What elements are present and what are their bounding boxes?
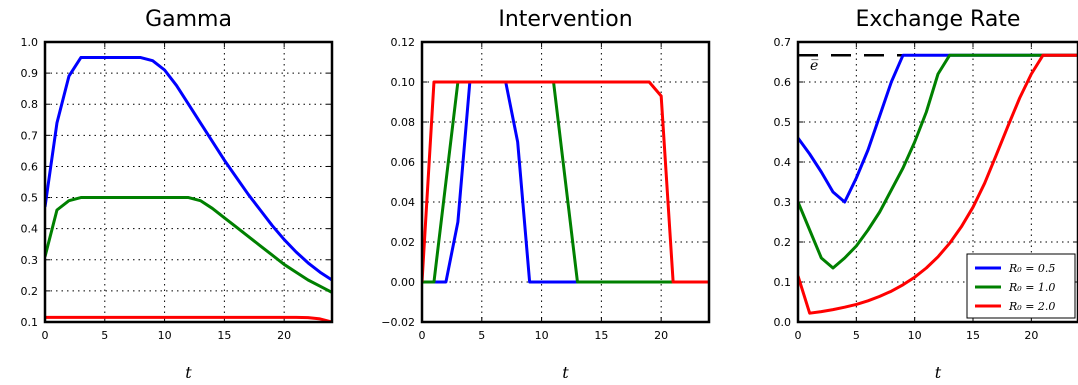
x-tick-label: 5 (478, 329, 485, 342)
series-line-0 (45, 56, 332, 282)
y-tick-label: 0.12 (391, 36, 416, 49)
chart-panel-0: Gamma 0 5 10 15 20 0.1 0.2 0.3 0.4 0.5 0.6 0.7 0.8 0.9… (21, 7, 334, 382)
y-tick-label: 0.1 (774, 276, 792, 289)
x-tick-label: 20 (1024, 329, 1038, 342)
y-tick-label: 0.10 (391, 76, 416, 89)
x-tick-label: 10 (158, 329, 172, 342)
x-tick-label: 5 (853, 329, 860, 342)
plot-frame (420, 40, 711, 324)
reference-line-label: e̅ (810, 58, 818, 74)
series-line-1 (798, 53, 1078, 270)
legend-label: R₀ = 0.5 (1008, 262, 1055, 275)
y-tick-label: 0.3 (21, 254, 39, 267)
legend-label: R₀ = 2.0 (1008, 300, 1055, 313)
x-tick-label: 0 (419, 329, 426, 342)
y-tick-label: 0.7 (774, 36, 792, 49)
chart-title: Intervention (498, 7, 632, 32)
series-line-2 (45, 315, 332, 322)
y-tick-label: 0.2 (774, 236, 792, 249)
x-tick-label: 15 (217, 329, 231, 342)
y-tick-label: 1.0 (21, 36, 39, 49)
y-tick-label: 0.06 (391, 156, 416, 169)
series-line-2 (422, 80, 709, 284)
plot-area (422, 80, 709, 284)
legend: R₀ = 0.5 R₀ = 1.0 R₀ = 2.0 (966, 253, 1076, 319)
y-tick-label: 0.1 (21, 316, 39, 329)
x-axis-label: t (185, 363, 192, 382)
y-tick-label: 0.8 (21, 98, 39, 111)
series-line-0 (798, 53, 1078, 204)
plot-frame (43, 40, 334, 324)
chart-panel-1: Intervention 0 5 10 15 20 −0.02 0.00 0.02 0.04 0.0… (381, 7, 711, 382)
y-tick-label: 0.08 (391, 116, 416, 129)
y-tick-label: 0.3 (774, 196, 792, 209)
x-tick-label: 10 (908, 329, 922, 342)
y-tick-label: 0.6 (21, 160, 39, 173)
y-tick-label: 0.02 (391, 236, 416, 249)
series-line-1 (45, 196, 332, 294)
x-tick-label: 5 (101, 329, 108, 342)
x-tick-label: 20 (654, 329, 668, 342)
x-tick-label: 10 (535, 329, 549, 342)
plot-area (798, 53, 1078, 315)
x-tick-label: 0 (795, 329, 802, 342)
y-tick-label: 0.0 (774, 316, 792, 329)
x-axis-label: t (562, 363, 569, 382)
y-tick-label: 0.5 (21, 192, 39, 205)
series-line-2 (798, 53, 1078, 315)
y-tick-label: 0.5 (774, 116, 792, 129)
plot-frame (796, 40, 1078, 324)
y-tick-label: 0.4 (774, 156, 792, 169)
chart-title: Gamma (145, 7, 232, 32)
chart-title: Exchange Rate (856, 7, 1021, 32)
y-tick-label: 0.00 (391, 276, 416, 289)
x-tick-label: 20 (277, 329, 291, 342)
plot-area (45, 56, 332, 322)
x-tick-label: 15 (594, 329, 608, 342)
x-tick-label: 15 (966, 329, 980, 342)
y-tick-label: 0.9 (21, 67, 39, 80)
y-tick-label: 0.6 (774, 76, 792, 89)
x-tick-label: 0 (42, 329, 49, 342)
y-tick-label: 0.2 (21, 285, 39, 298)
y-tick-label: 0.04 (391, 196, 416, 209)
y-tick-label: −0.02 (381, 316, 415, 329)
legend-label: R₀ = 1.0 (1008, 281, 1055, 294)
y-tick-label: 0.7 (21, 129, 39, 142)
chart-panel-2: Exchange Rate 0 5 10 15 20 0.0 0.1 0.2 0.3 0.4 0.5 0… (774, 7, 1078, 382)
x-axis-label: t (935, 363, 942, 382)
y-tick-label: 0.4 (21, 223, 39, 236)
